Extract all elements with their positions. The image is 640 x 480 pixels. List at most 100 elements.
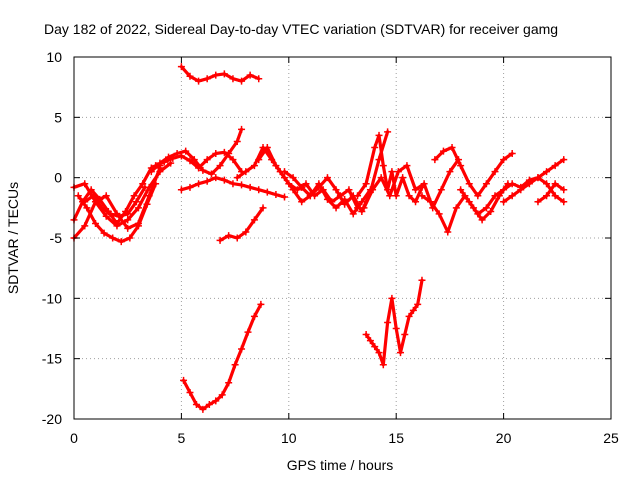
data-point-marker: [551, 180, 559, 188]
data-point-marker: [298, 183, 306, 191]
data-point-marker: [255, 75, 263, 83]
data-point-marker: [212, 397, 220, 405]
data-point-marker: [238, 345, 246, 353]
data-point-marker: [134, 222, 142, 230]
data-point-marker: [457, 186, 465, 194]
series-arc-11: [216, 204, 267, 244]
data-point-marker: [220, 148, 228, 156]
data-point-marker: [130, 192, 138, 200]
y-tick-label: 0: [54, 170, 62, 186]
chart-title: Day 182 of 2022, Sidereal Day-to-day VTE…: [44, 21, 558, 37]
data-point-marker: [392, 325, 400, 332]
data-point-marker: [457, 162, 465, 170]
grid: [74, 57, 611, 419]
data-point-marker: [341, 200, 349, 208]
data-point-marker: [205, 401, 213, 409]
data-point-marker: [242, 228, 250, 236]
data-point-marker: [508, 180, 516, 188]
data-point-marker: [203, 156, 211, 164]
data-point-marker: [81, 180, 89, 188]
data-point-marker: [233, 174, 241, 182]
data-point-marker: [298, 198, 306, 206]
series-line: [362, 158, 461, 210]
data-point-marker: [238, 125, 246, 133]
data-point-marker: [403, 162, 411, 170]
data-point-marker: [392, 192, 400, 200]
data-point-marker: [152, 180, 160, 188]
data-point-marker: [242, 168, 250, 176]
data-point-marker: [388, 168, 396, 176]
data-point-marker: [371, 343, 379, 351]
data-point-marker: [238, 77, 246, 85]
data-point-marker: [186, 72, 194, 80]
data-point-marker: [250, 312, 258, 320]
data-point-marker: [89, 192, 97, 200]
data-point-marker: [369, 186, 377, 194]
data-point-marker: [212, 71, 220, 79]
data-point-marker: [500, 186, 508, 194]
series-line: [179, 65, 261, 83]
data-point-marker: [399, 174, 407, 182]
data-point-marker: [83, 204, 91, 212]
data-point-marker: [375, 131, 383, 139]
data-point-marker: [220, 176, 228, 184]
series-arc-16: [360, 156, 462, 212]
data-point-marker: [332, 204, 340, 212]
series-arc-18: [431, 144, 516, 200]
axis-ticks: 0 5 10 15 20 25 -20 -15 -10 -5 0 5 10: [42, 49, 619, 446]
data-point-marker: [250, 162, 258, 170]
data-point-marker: [386, 192, 394, 200]
data-point-marker: [126, 234, 134, 242]
data-point-marker: [132, 198, 140, 206]
series-line: [218, 206, 265, 242]
data-point-marker: [474, 192, 482, 200]
data-point-marker: [394, 168, 402, 176]
data-point-marker: [560, 156, 568, 164]
data-point-marker: [358, 207, 366, 215]
data-point-marker: [199, 166, 207, 174]
data-point-marker: [216, 162, 224, 170]
series-arc-7: [152, 148, 246, 176]
data-point-marker: [229, 75, 237, 83]
data-point-marker: [203, 177, 211, 185]
data-point-marker: [169, 154, 177, 162]
data-point-marker: [517, 186, 525, 194]
data-point-marker: [244, 328, 252, 336]
data-point-marker: [74, 192, 82, 200]
data-point-marker: [255, 156, 263, 164]
data-point-marker: [98, 204, 106, 212]
data-point-marker: [186, 183, 194, 191]
data-point-marker: [362, 331, 370, 339]
data-point-marker: [246, 183, 254, 191]
series-line: [536, 182, 566, 204]
data-point-marker: [152, 162, 160, 170]
data-point-marker: [465, 198, 473, 206]
data-point-marker: [500, 198, 508, 206]
data-point-marker: [446, 168, 454, 176]
data-point-marker: [508, 150, 516, 158]
data-point-marker: [195, 77, 203, 85]
x-tick-label: 10: [281, 430, 297, 446]
series-line: [502, 176, 566, 204]
data-point-marker: [186, 388, 194, 396]
data-point-marker: [195, 180, 203, 188]
data-point-marker: [396, 349, 404, 357]
data-point-marker: [156, 168, 164, 176]
y-tick-label: -20: [42, 411, 62, 427]
data-point-marker: [418, 276, 426, 284]
data-point-marker: [354, 192, 362, 200]
data-point-marker: [87, 186, 95, 194]
data-point-marker: [141, 183, 149, 191]
data-point-marker: [195, 164, 203, 172]
data-point-marker: [81, 198, 89, 206]
data-point-marker: [560, 186, 568, 194]
data-point-marker: [366, 337, 374, 345]
data-point-marker: [500, 156, 508, 164]
data-point-marker: [231, 361, 239, 369]
x-tick-label: 5: [178, 430, 186, 446]
data-point-marker: [491, 192, 499, 200]
data-point-marker: [91, 220, 99, 228]
data-point-marker: [102, 212, 110, 220]
data-point-marker: [431, 156, 439, 164]
